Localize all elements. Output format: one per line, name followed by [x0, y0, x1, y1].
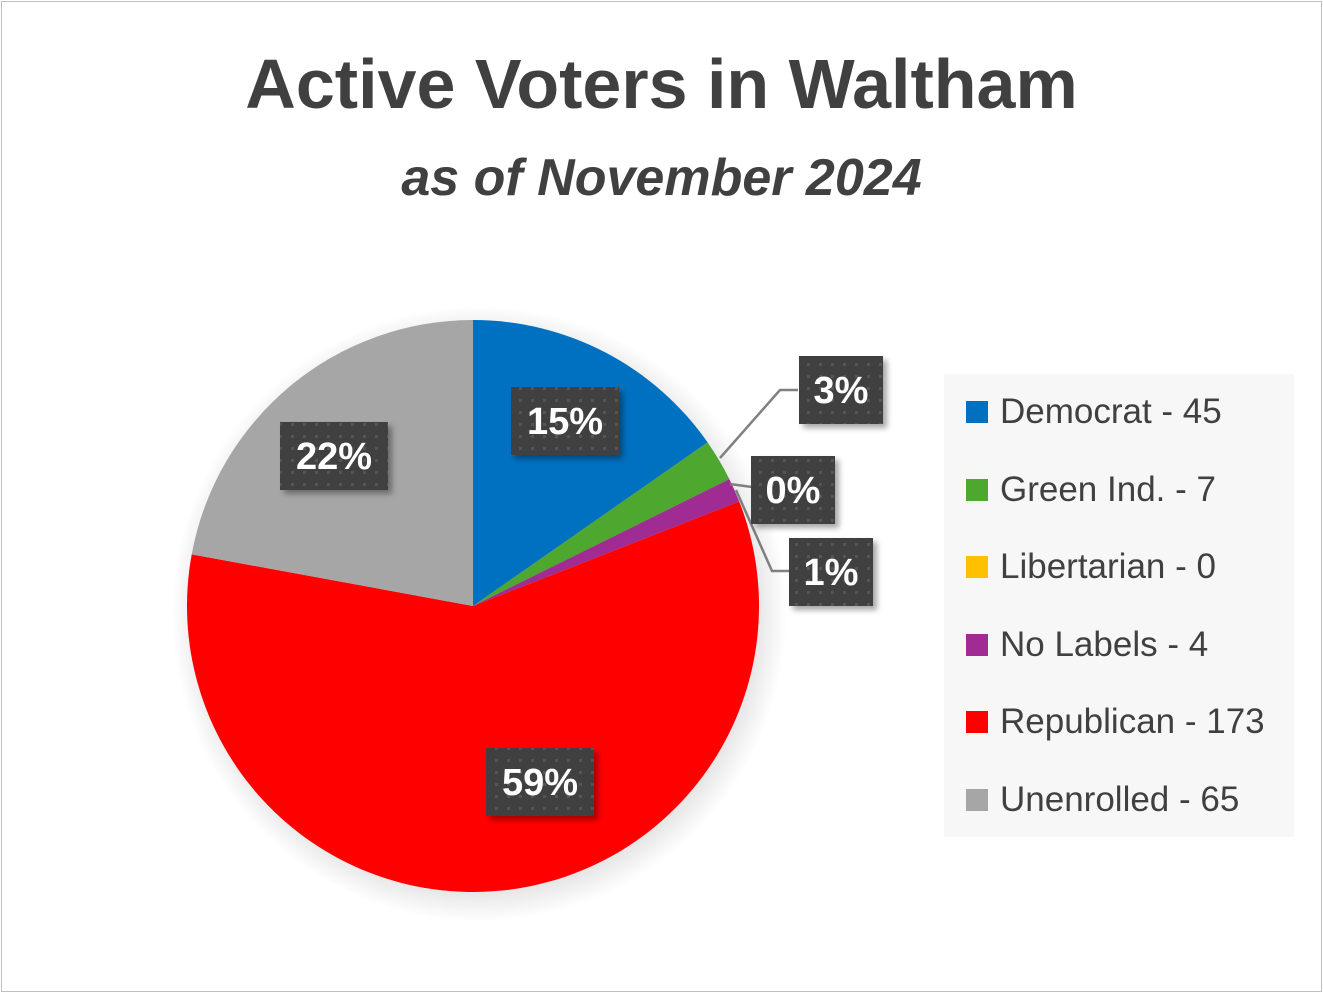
legend-label: No Labels - 4 — [1000, 624, 1209, 664]
data-label-green-ind: 3% — [799, 356, 883, 424]
legend-item-republican[interactable]: Republican - 173 — [966, 702, 1265, 742]
legend-item-no-labels[interactable]: No Labels - 4 — [966, 625, 1208, 665]
legend-item-green-ind[interactable]: Green Ind. - 7 — [966, 470, 1216, 510]
pie-slice-green-ind[interactable] — [473, 442, 730, 606]
legend-item-unenrolled[interactable]: Unenrolled - 65 — [966, 780, 1239, 820]
data-label-democrat: 15% — [511, 387, 619, 455]
data-label-text: 15% — [527, 401, 603, 443]
legend-swatch — [966, 633, 988, 656]
data-label-republican: 59% — [486, 748, 594, 816]
legend-label: Republican - 173 — [1000, 702, 1265, 741]
legend-label: Democrat - 45 — [1000, 392, 1222, 431]
data-label-text: 59% — [502, 762, 578, 804]
chart-subtitle: as of November 2024 — [401, 149, 922, 207]
data-label-text: 0% — [766, 470, 821, 512]
chart-title: Active Voters in Waltham — [245, 45, 1078, 123]
legend-swatch — [966, 478, 988, 501]
data-label-text: 3% — [814, 370, 869, 412]
legend-label: Libertarian - 0 — [1000, 547, 1216, 586]
data-label-no-labels: 1% — [789, 538, 873, 606]
data-label-text: 1% — [804, 552, 859, 594]
data-label-unenrolled: 22% — [280, 422, 388, 490]
leader-line-no-labels — [734, 489, 790, 573]
legend-swatch — [966, 401, 988, 423]
legend-item-democrat[interactable]: Democrat - 45 — [966, 392, 1222, 432]
legend-item-libertarian[interactable]: Libertarian - 0 — [966, 547, 1216, 587]
legend-label: Green Ind. - 7 — [1000, 469, 1216, 509]
pie-slice-no-labels[interactable] — [473, 479, 740, 606]
legend-swatch — [966, 788, 988, 811]
leader-line-green-ind — [719, 388, 798, 459]
legend-label: Unenrolled - 65 — [1000, 779, 1240, 819]
pie-slice-republican[interactable] — [186, 501, 759, 893]
leader-line-libertarian — [729, 482, 753, 489]
legend: Democrat - 45 Green Ind. - 7 Libertarian -… — [944, 374, 1294, 837]
legend-swatch — [966, 556, 988, 578]
legend-swatch — [966, 711, 988, 733]
data-label-libertarian: 0% — [751, 456, 835, 524]
data-label-text: 22% — [296, 436, 372, 478]
